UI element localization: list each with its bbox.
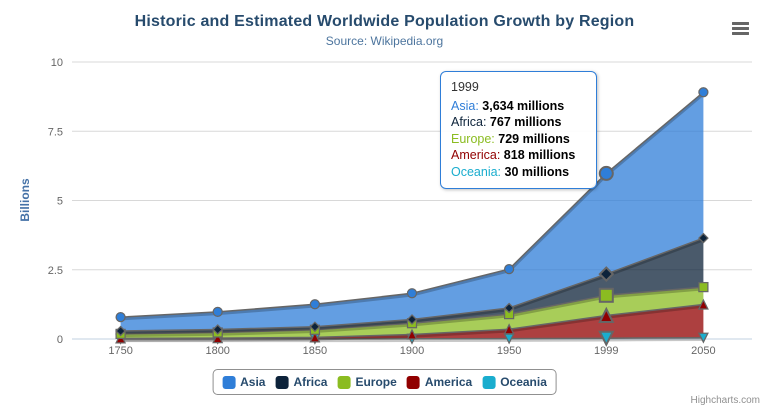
- marker-europe-2050[interactable]: [698, 281, 709, 293]
- x-axis-label: 1750: [108, 345, 132, 357]
- marker-asia-1900[interactable]: [406, 288, 418, 299]
- x-axis-label: 1950: [497, 345, 521, 357]
- y-axis-title: Billions: [18, 178, 32, 222]
- legend-symbol-asia: [222, 375, 236, 389]
- legend-label: America: [424, 375, 473, 389]
- marker-asia-1999[interactable]: [598, 165, 614, 181]
- marker-asia-1950[interactable]: [503, 263, 515, 275]
- y-axis-label: 5: [57, 196, 63, 208]
- legend: Asia Africa Europe America Oceania: [212, 369, 557, 395]
- marker-africa-1999[interactable]: [598, 266, 615, 283]
- x-axis-label: 2050: [691, 345, 715, 357]
- legend-symbol-america: [406, 375, 420, 389]
- marker-africa-1800[interactable]: [212, 324, 224, 335]
- x-axis-label: 1800: [205, 345, 229, 357]
- marker-europe-1999[interactable]: [598, 287, 614, 303]
- x-axis-label: 1999: [594, 345, 618, 357]
- marker-america-1999[interactable]: [598, 306, 615, 323]
- hamburger-menu-icon: [732, 32, 749, 35]
- legend-item-america[interactable]: America: [406, 375, 473, 389]
- marker-africa-1900[interactable]: [406, 314, 418, 325]
- marker-oceania-2050[interactable]: [697, 332, 709, 344]
- export-menu-button[interactable]: [732, 22, 749, 37]
- chart-subtitle: Source: Wikipedia.org: [325, 34, 444, 48]
- legend-label: Oceania: [500, 375, 547, 389]
- marker-america-1850[interactable]: [309, 331, 321, 343]
- marker-africa-2050[interactable]: [698, 232, 709, 244]
- marker-america-1950[interactable]: [503, 323, 515, 335]
- marker-asia-1800[interactable]: [212, 306, 223, 318]
- marker-africa-1850[interactable]: [309, 321, 321, 333]
- hamburger-menu-icon: [732, 22, 749, 25]
- y-axis-label: 2.5: [48, 265, 63, 277]
- area-band-africa: [120, 238, 704, 334]
- x-axis-label: 1850: [303, 345, 327, 357]
- legend-item-asia[interactable]: Asia: [222, 375, 265, 389]
- y-axis-label: 7.5: [48, 126, 63, 138]
- marker-asia-2050[interactable]: [698, 87, 709, 98]
- marker-america-1900[interactable]: [406, 328, 418, 340]
- chart-title: Historic and Estimated Worldwide Populat…: [134, 13, 635, 30]
- marker-america-1800[interactable]: [212, 332, 224, 344]
- marker-africa-1950[interactable]: [503, 302, 515, 314]
- legend-item-africa[interactable]: Africa: [275, 375, 327, 389]
- y-axis-label: 0: [57, 334, 63, 346]
- x-axis-label: 1900: [400, 345, 424, 357]
- marker-america-2050[interactable]: [697, 298, 709, 310]
- legend-label: Africa: [293, 375, 328, 389]
- legend-item-oceania[interactable]: Oceania: [482, 375, 547, 389]
- area-band-asia: [120, 92, 704, 331]
- legend-label: Asia: [240, 375, 266, 389]
- area-band-america: [120, 304, 704, 339]
- marker-africa-1750[interactable]: [115, 325, 126, 337]
- marker-asia-1750[interactable]: [115, 311, 126, 323]
- legend-symbol-europe: [337, 375, 351, 389]
- legend-label: Europe: [355, 375, 397, 389]
- hamburger-menu-icon: [732, 27, 749, 30]
- legend-symbol-africa: [275, 375, 289, 389]
- marker-oceania-1999[interactable]: [598, 330, 615, 347]
- marker-asia-1850[interactable]: [309, 299, 321, 310]
- legend-symbol-oceania: [482, 375, 496, 389]
- credits-link[interactable]: Highcharts.com: [690, 395, 760, 406]
- legend-item-europe[interactable]: Europe: [337, 375, 397, 389]
- y-axis-label: 10: [51, 57, 63, 69]
